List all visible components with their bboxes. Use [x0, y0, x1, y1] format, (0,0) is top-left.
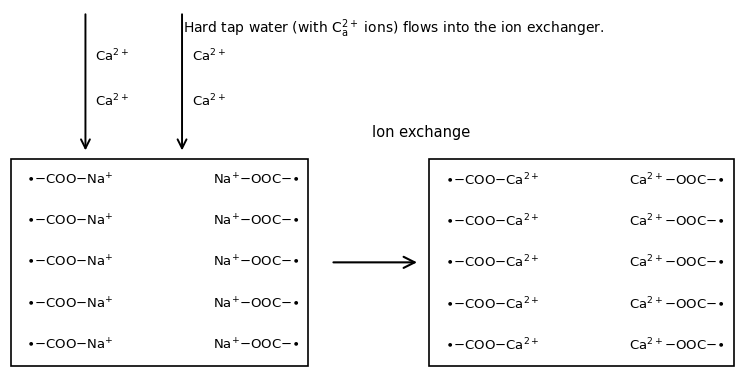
Text: Na$^{+}$$-$OOC$-$$\bullet$: Na$^{+}$$-$OOC$-$$\bullet$ [212, 296, 299, 311]
Text: Hard tap water (with $\mathdefault{C}_{\mathdefault{a}}^{\mathdefault{2+}}$ ions: Hard tap water (with $\mathdefault{C}_{\… [183, 17, 605, 40]
Text: $\bullet$$-$COO$-$Na$^{+}$: $\bullet$$-$COO$-$Na$^{+}$ [26, 213, 114, 229]
Text: Ion exchange: Ion exchange [372, 125, 470, 140]
Text: Ca$^{2+}$$-$OOC$-$$\bullet$: Ca$^{2+}$$-$OOC$-$$\bullet$ [629, 213, 725, 229]
Bar [11, 159, 308, 366]
Text: $\bullet$$-$COO$-$Ca$^{2+}$: $\bullet$$-$COO$-$Ca$^{2+}$ [444, 171, 539, 188]
Text: Na$^{+}$$-$OOC$-$$\bullet$: Na$^{+}$$-$OOC$-$$\bullet$ [212, 213, 299, 229]
Text: Ca$^{2+}$: Ca$^{2+}$ [192, 93, 226, 110]
Text: $\bullet$$-$COO$-$Ca$^{2+}$: $\bullet$$-$COO$-$Ca$^{2+}$ [444, 295, 539, 312]
Text: Ca$^{2+}$: Ca$^{2+}$ [192, 47, 226, 64]
Text: $\bullet$$-$COO$-$Na$^{+}$: $\bullet$$-$COO$-$Na$^{+}$ [26, 255, 114, 270]
Text: Ca$^{2+}$$-$OOC$-$$\bullet$: Ca$^{2+}$$-$OOC$-$$\bullet$ [629, 295, 725, 312]
Text: Na$^{+}$$-$OOC$-$$\bullet$: Na$^{+}$$-$OOC$-$$\bullet$ [212, 255, 299, 270]
Text: Na$^{+}$$-$OOC$-$$\bullet$: Na$^{+}$$-$OOC$-$$\bullet$ [212, 172, 299, 187]
Text: $\bullet$$-$COO$-$Ca$^{2+}$: $\bullet$$-$COO$-$Ca$^{2+}$ [444, 213, 539, 229]
Text: Ca$^{2+}$: Ca$^{2+}$ [95, 93, 129, 110]
Text: Ca$^{2+}$$-$OOC$-$$\bullet$: Ca$^{2+}$$-$OOC$-$$\bullet$ [629, 171, 725, 188]
Text: $\bullet$$-$COO$-$Na$^{+}$: $\bullet$$-$COO$-$Na$^{+}$ [26, 296, 114, 311]
Text: $\bullet$$-$COO$-$Na$^{+}$: $\bullet$$-$COO$-$Na$^{+}$ [26, 337, 114, 353]
Text: $\bullet$$-$COO$-$Ca$^{2+}$: $\bullet$$-$COO$-$Ca$^{2+}$ [444, 254, 539, 271]
Text: $\bullet$$-$COO$-$Na$^{+}$: $\bullet$$-$COO$-$Na$^{+}$ [26, 172, 114, 187]
Text: Ca$^{2+}$: Ca$^{2+}$ [95, 47, 129, 64]
Text: Ca$^{2+}$$-$OOC$-$$\bullet$: Ca$^{2+}$$-$OOC$-$$\bullet$ [629, 337, 725, 354]
Bar [429, 159, 734, 366]
Text: Na$^{+}$$-$OOC$-$$\bullet$: Na$^{+}$$-$OOC$-$$\bullet$ [212, 337, 299, 353]
Text: Ca$^{2+}$$-$OOC$-$$\bullet$: Ca$^{2+}$$-$OOC$-$$\bullet$ [629, 254, 725, 271]
Text: $\bullet$$-$COO$-$Ca$^{2+}$: $\bullet$$-$COO$-$Ca$^{2+}$ [444, 337, 539, 354]
